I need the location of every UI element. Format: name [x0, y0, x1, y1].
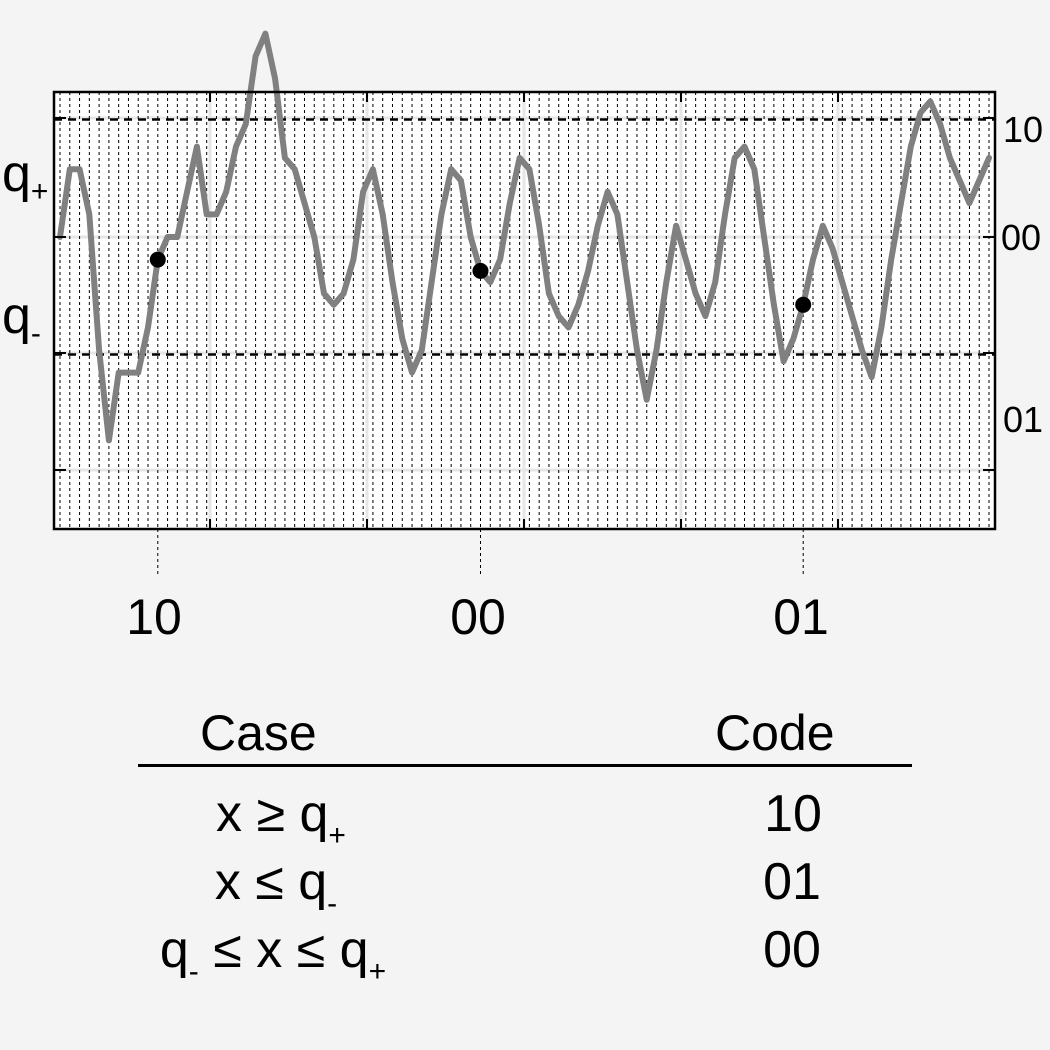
signal-line — [57, 30, 992, 444]
sample-grid — [59, 92, 990, 529]
table-row-code: 01 — [763, 853, 821, 911]
case-subscript: + — [368, 955, 387, 988]
table-row-case: x ≤ q- — [214, 853, 337, 919]
case-text: x ≤ q — [214, 853, 328, 911]
right-tick-label: 10 — [1003, 109, 1044, 150]
table-row-code: 10 — [764, 785, 822, 843]
lower-threshold-base: q — [2, 287, 31, 345]
upper-threshold-base: q — [2, 145, 31, 203]
marked-points — [149, 251, 812, 575]
marked-point — [149, 251, 166, 268]
right-tick-label: 00 — [1001, 217, 1042, 258]
marked-point — [472, 262, 489, 279]
upper-threshold-sub: + — [30, 175, 49, 208]
marked-point — [795, 296, 812, 313]
lower-threshold-label: q- — [2, 287, 41, 349]
grid-lines — [54, 92, 995, 529]
case-text: x ≥ q — [216, 785, 329, 843]
case-text: q — [159, 921, 189, 979]
marked-point-code: 00 — [450, 589, 506, 645]
marked-point-code: 01 — [773, 589, 829, 645]
axis-ticks — [54, 92, 995, 529]
table-row-case: x ≥ q+ — [216, 785, 346, 851]
table-row-case: q- ≤ x ≤ q+ — [159, 921, 386, 987]
case-subscript: - — [327, 887, 338, 920]
right-tick-label: 01 — [1003, 399, 1044, 440]
upper-threshold-label: q+ — [2, 145, 48, 207]
marked-point-code: 10 — [126, 589, 182, 645]
table-header-case: Case — [200, 705, 317, 761]
case-text: ≤ x ≤ q — [198, 921, 369, 979]
table-header-rule — [138, 764, 912, 767]
case-subscript: - — [188, 955, 199, 988]
case-subscript: + — [328, 819, 346, 852]
table-row-code: 00 — [763, 921, 821, 979]
table-header-code: Code — [715, 705, 835, 761]
lower-threshold-sub: - — [30, 317, 41, 350]
